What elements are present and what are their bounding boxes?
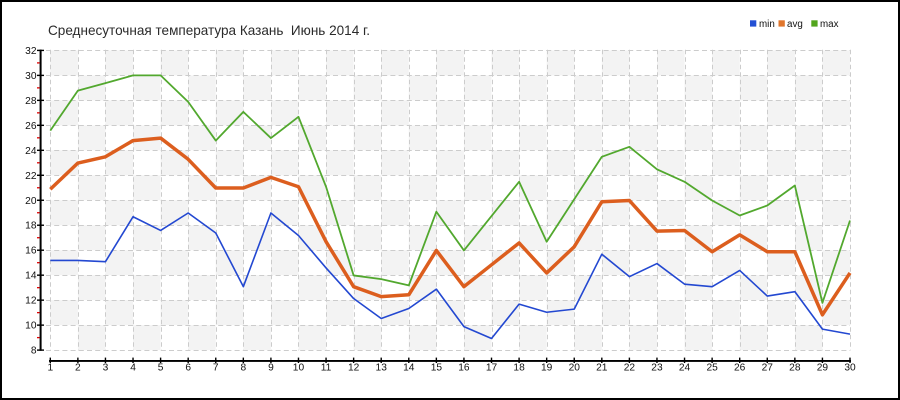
- svg-text:26: 26: [25, 121, 37, 132]
- svg-text:28: 28: [25, 96, 37, 107]
- svg-text:19: 19: [541, 362, 553, 373]
- svg-text:6: 6: [185, 362, 191, 373]
- svg-text:1: 1: [47, 362, 53, 373]
- svg-text:22: 22: [624, 362, 636, 373]
- svg-text:8: 8: [31, 346, 37, 357]
- svg-text:22: 22: [25, 171, 37, 182]
- svg-text:13: 13: [376, 362, 388, 373]
- svg-text:12: 12: [25, 296, 37, 307]
- svg-text:32: 32: [25, 46, 37, 57]
- svg-text:10: 10: [25, 321, 37, 332]
- svg-text:28: 28: [789, 362, 801, 373]
- svg-text:5: 5: [158, 362, 164, 373]
- svg-text:8: 8: [240, 362, 246, 373]
- svg-text:18: 18: [25, 221, 37, 232]
- svg-text:25: 25: [706, 362, 718, 373]
- svg-text:3: 3: [103, 362, 109, 373]
- svg-text:16: 16: [458, 362, 470, 373]
- svg-text:20: 20: [25, 196, 37, 207]
- svg-text:27: 27: [762, 362, 774, 373]
- svg-text:max: max: [820, 19, 839, 30]
- svg-text:avg: avg: [787, 19, 803, 30]
- svg-text:min: min: [759, 19, 775, 30]
- svg-text:18: 18: [513, 362, 525, 373]
- svg-text:29: 29: [817, 362, 829, 373]
- svg-text:21: 21: [596, 362, 608, 373]
- svg-text:10: 10: [293, 362, 305, 373]
- svg-text:16: 16: [25, 246, 37, 257]
- svg-text:14: 14: [403, 362, 415, 373]
- svg-text:7: 7: [213, 362, 219, 373]
- svg-text:9: 9: [268, 362, 274, 373]
- svg-text:11: 11: [321, 362, 332, 373]
- svg-text:26: 26: [734, 362, 746, 373]
- svg-text:Среднесуточная температура Каз: Среднесуточная температура Казань Июнь 2…: [48, 23, 370, 38]
- svg-text:14: 14: [25, 271, 37, 282]
- svg-text:30: 30: [844, 362, 856, 373]
- svg-text:24: 24: [679, 362, 691, 373]
- svg-text:20: 20: [569, 362, 581, 373]
- svg-text:23: 23: [651, 362, 663, 373]
- svg-text:4: 4: [130, 362, 136, 373]
- svg-text:17: 17: [486, 362, 498, 373]
- svg-text:30: 30: [25, 71, 37, 82]
- svg-text:12: 12: [348, 362, 360, 373]
- svg-text:15: 15: [431, 362, 443, 373]
- svg-text:2: 2: [75, 362, 81, 373]
- svg-text:24: 24: [25, 146, 37, 157]
